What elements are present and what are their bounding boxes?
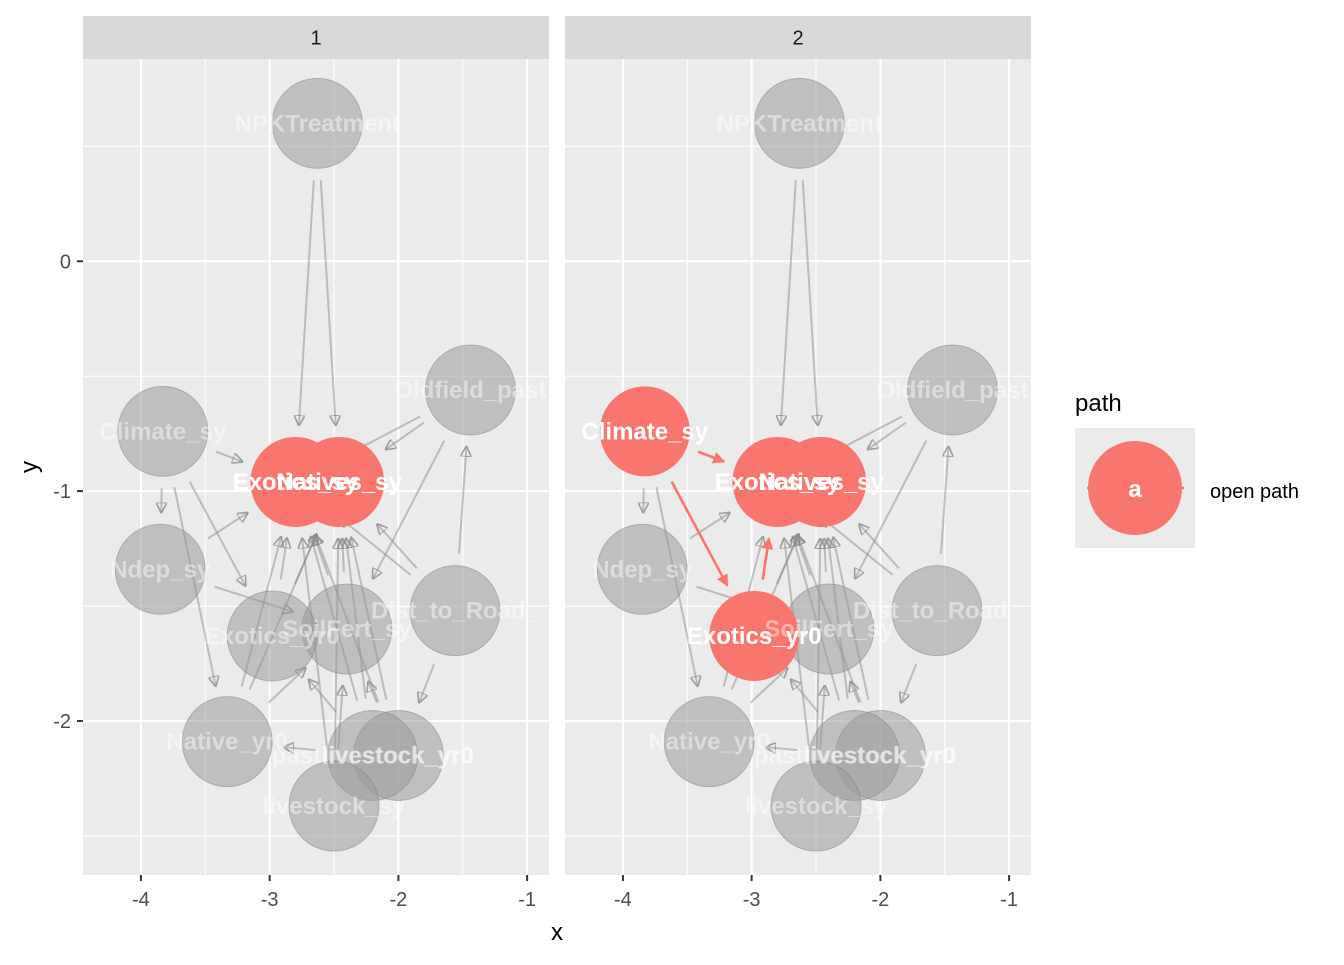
x-tick-label: -4 <box>132 889 150 911</box>
dag-node-label: NPKTreatment <box>717 110 882 137</box>
dag-node-label: livestock_sy <box>745 793 888 820</box>
y-tick-label: 0 <box>60 251 71 273</box>
x-tick-label: -3 <box>261 889 279 911</box>
dag-node-label: Oldfield_past <box>876 377 1028 404</box>
dag-node-label: Ndep_sy <box>592 556 693 583</box>
x-tick-label: -3 <box>743 889 761 911</box>
y-tick-label: -2 <box>53 711 71 733</box>
dag-node-label: Ndep_sy <box>110 556 211 583</box>
x-tick-label: -2 <box>389 889 407 911</box>
dag-node-label: pastlivestock_yr0 <box>754 742 955 769</box>
dag-node-label: pastlivestock_yr0 <box>272 742 473 769</box>
facet-strip-label: 2 <box>792 28 803 50</box>
dag-node-label: NPKTreatment <box>235 110 400 137</box>
dag-node-label: livestock_sy <box>263 793 406 820</box>
dag-node-label: Exotics_yr0 <box>205 623 340 650</box>
x-tick-label: -4 <box>614 889 632 911</box>
legend-key-text: a <box>1128 476 1142 503</box>
path-node-label: Natives_sy <box>276 469 402 496</box>
path-node-label: Natives_sy <box>758 469 884 496</box>
x-tick-label: -1 <box>518 889 536 911</box>
legend-entry-label: open path <box>1210 481 1299 503</box>
dag-node-label: Native_yr0 <box>648 729 769 756</box>
dag-node-label: Native_yr0 <box>166 729 287 756</box>
path-node-label: Climate_sy <box>581 418 708 445</box>
x-tick-label: -1 <box>1000 889 1018 911</box>
dag-node-label: Oldfield_past <box>394 377 546 404</box>
legend-title: path <box>1075 390 1122 417</box>
dag-node-label: Climate_sy <box>99 418 226 445</box>
x-axis-title: x <box>551 919 563 946</box>
x-tick-label: -2 <box>871 889 889 911</box>
facet-strip-label: 1 <box>310 28 321 50</box>
y-tick-label: -1 <box>53 481 71 503</box>
y-axis-title: y <box>16 461 43 473</box>
path-node-label: Exotics_yr0 <box>687 623 822 650</box>
